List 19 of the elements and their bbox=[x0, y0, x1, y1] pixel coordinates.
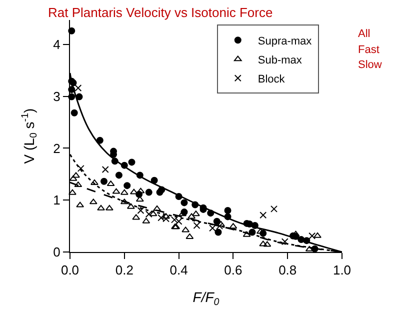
x-tick-label: 1.0 bbox=[332, 262, 352, 278]
y-tick-label: 1 bbox=[53, 192, 60, 208]
chart-title: Rat Plantaris Velocity vs Isotonic Force bbox=[48, 5, 273, 20]
x-tick-label: 0.8 bbox=[278, 262, 297, 278]
y-tick-label: 4 bbox=[53, 36, 60, 52]
x-tick-label: 0.4 bbox=[170, 262, 188, 278]
legend-label: Supra-max bbox=[258, 35, 312, 48]
y-tick-label: 3 bbox=[53, 88, 60, 104]
x-tick-label: 0.6 bbox=[224, 262, 242, 278]
text: All bbox=[358, 28, 370, 40]
text: Slow bbox=[358, 59, 382, 71]
legend-label: Sub-max bbox=[258, 54, 302, 66]
y-tick-label: 0 bbox=[53, 244, 60, 260]
x-tick-label: 0.2 bbox=[115, 262, 134, 278]
x-tick-label: 0.0 bbox=[60, 262, 80, 278]
legend-label: Block bbox=[258, 73, 286, 86]
text: Fast bbox=[358, 44, 380, 56]
x-axis-title: F/F$_{0}$ bbox=[192, 288, 220, 308]
y-tick-label: 2 bbox=[53, 140, 60, 156]
